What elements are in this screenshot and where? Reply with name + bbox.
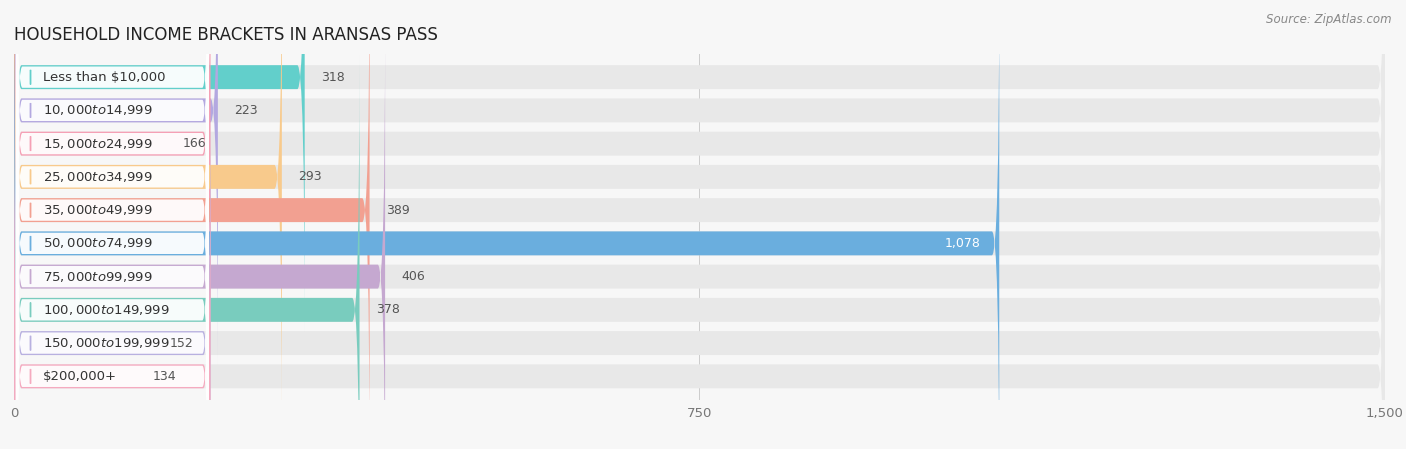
Text: $15,000 to $24,999: $15,000 to $24,999: [44, 136, 153, 150]
Text: 406: 406: [402, 270, 425, 283]
FancyBboxPatch shape: [15, 0, 208, 332]
FancyBboxPatch shape: [14, 0, 305, 331]
FancyBboxPatch shape: [14, 0, 1385, 449]
FancyBboxPatch shape: [14, 56, 360, 449]
Text: $10,000 to $14,999: $10,000 to $14,999: [44, 103, 153, 117]
FancyBboxPatch shape: [14, 0, 281, 431]
FancyBboxPatch shape: [14, 0, 1385, 331]
Text: 293: 293: [298, 170, 322, 183]
Text: 378: 378: [375, 304, 399, 317]
Text: $75,000 to $99,999: $75,000 to $99,999: [44, 269, 153, 284]
FancyBboxPatch shape: [15, 154, 208, 449]
Text: $100,000 to $149,999: $100,000 to $149,999: [44, 303, 170, 317]
Text: $150,000 to $199,999: $150,000 to $199,999: [44, 336, 170, 350]
FancyBboxPatch shape: [15, 21, 208, 449]
Text: 1,078: 1,078: [945, 237, 981, 250]
FancyBboxPatch shape: [14, 0, 218, 365]
FancyBboxPatch shape: [14, 89, 211, 449]
FancyBboxPatch shape: [14, 123, 1385, 449]
FancyBboxPatch shape: [14, 0, 1385, 398]
FancyBboxPatch shape: [15, 121, 208, 449]
FancyBboxPatch shape: [14, 22, 1385, 449]
FancyBboxPatch shape: [15, 0, 208, 432]
Text: 166: 166: [183, 137, 205, 150]
FancyBboxPatch shape: [14, 56, 1385, 449]
FancyBboxPatch shape: [14, 0, 370, 449]
FancyBboxPatch shape: [15, 54, 208, 449]
FancyBboxPatch shape: [14, 123, 211, 449]
Text: 152: 152: [170, 337, 193, 350]
FancyBboxPatch shape: [14, 0, 1000, 449]
FancyBboxPatch shape: [14, 0, 211, 398]
Text: HOUSEHOLD INCOME BRACKETS IN ARANSAS PASS: HOUSEHOLD INCOME BRACKETS IN ARANSAS PAS…: [14, 26, 437, 44]
Text: 223: 223: [235, 104, 257, 117]
Text: $50,000 to $74,999: $50,000 to $74,999: [44, 236, 153, 251]
FancyBboxPatch shape: [14, 0, 1385, 431]
Text: $25,000 to $34,999: $25,000 to $34,999: [44, 170, 153, 184]
FancyBboxPatch shape: [14, 22, 385, 449]
Text: $35,000 to $49,999: $35,000 to $49,999: [44, 203, 153, 217]
FancyBboxPatch shape: [15, 0, 208, 299]
FancyBboxPatch shape: [15, 0, 208, 365]
Text: Less than $10,000: Less than $10,000: [44, 70, 166, 84]
FancyBboxPatch shape: [14, 89, 1385, 449]
Text: Source: ZipAtlas.com: Source: ZipAtlas.com: [1267, 13, 1392, 26]
FancyBboxPatch shape: [15, 88, 208, 449]
Text: 318: 318: [321, 70, 344, 84]
Text: 134: 134: [153, 370, 177, 383]
FancyBboxPatch shape: [14, 0, 1385, 365]
Text: 389: 389: [387, 204, 409, 216]
FancyBboxPatch shape: [14, 0, 1385, 449]
FancyBboxPatch shape: [15, 0, 208, 399]
Text: $200,000+: $200,000+: [44, 370, 117, 383]
